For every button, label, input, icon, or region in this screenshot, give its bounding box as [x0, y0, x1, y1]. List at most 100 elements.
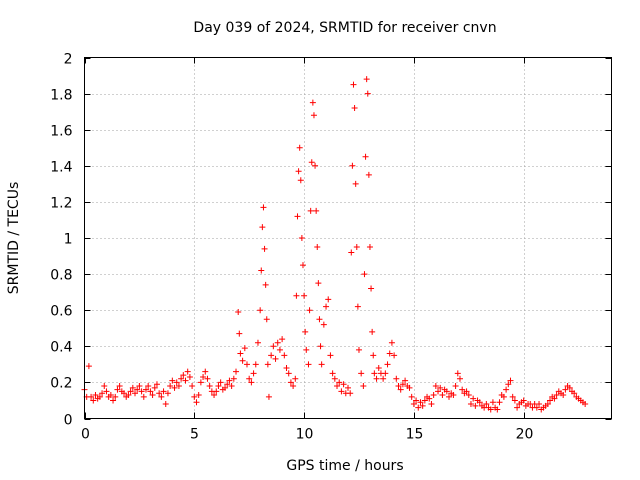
data-point	[303, 346, 310, 353]
data-point	[307, 207, 314, 214]
data-point	[136, 383, 143, 390]
data-point	[85, 363, 92, 370]
data-point	[305, 361, 312, 368]
data-point	[193, 399, 200, 406]
data-point	[421, 397, 428, 404]
data-point	[352, 180, 359, 187]
data-point	[272, 355, 279, 362]
grid-lines	[84, 57, 612, 419]
data-point	[571, 390, 578, 397]
data-point	[226, 377, 233, 384]
data-point	[239, 357, 246, 364]
data-point	[276, 346, 283, 353]
data-point	[487, 406, 494, 413]
data-point	[503, 386, 510, 393]
data-point	[467, 401, 474, 408]
y-tick-label: 1.8	[50, 88, 72, 104]
y-tick-label: 1.2	[50, 196, 72, 212]
data-point	[180, 372, 187, 379]
data-point	[472, 402, 479, 409]
y-tick-label: 1.6	[50, 124, 72, 140]
data-point	[151, 384, 158, 391]
data-point	[125, 392, 132, 399]
data-point	[446, 393, 453, 400]
data-point	[397, 386, 404, 393]
data-point	[386, 350, 393, 357]
data-point	[149, 392, 156, 399]
data-point	[283, 364, 290, 371]
data-point	[507, 377, 514, 384]
data-point	[96, 393, 103, 400]
data-point	[316, 316, 323, 323]
chart-title: Day 039 of 2024, SRMTID for receiver cnv…	[193, 20, 496, 36]
data-point	[402, 377, 409, 384]
data-point	[331, 375, 338, 382]
data-point	[338, 388, 345, 395]
data-point	[533, 404, 540, 411]
data-point	[318, 361, 325, 368]
data-point	[395, 383, 402, 390]
data-point	[511, 397, 518, 404]
data-point	[582, 401, 589, 408]
data-point	[443, 388, 450, 395]
data-point	[299, 262, 306, 269]
data-point	[127, 388, 134, 395]
data-point	[375, 364, 382, 371]
data-point	[317, 343, 324, 350]
data-point	[293, 292, 300, 299]
data-point	[483, 401, 490, 408]
data-point	[237, 350, 244, 357]
data-point	[432, 383, 439, 390]
data-point	[363, 76, 370, 83]
data-point	[158, 393, 165, 400]
data-point	[437, 384, 444, 391]
data-point	[323, 303, 330, 310]
data-point	[327, 352, 334, 359]
data-point	[213, 388, 220, 395]
data-point	[406, 384, 413, 391]
data-point	[463, 388, 470, 395]
data-point	[309, 99, 316, 106]
data-point	[243, 361, 250, 368]
y-tick-labels: 0 0.2 0.4 0.6 0.8 1 1.2 1.4 1.6 1.8 2	[50, 52, 72, 429]
data-point	[236, 330, 243, 337]
data-point	[560, 392, 567, 399]
data-point	[509, 393, 516, 400]
data-point	[259, 224, 266, 231]
data-point	[99, 390, 106, 397]
data-point	[114, 386, 121, 393]
data-point	[295, 168, 302, 175]
data-point	[235, 309, 242, 316]
data-point	[349, 162, 356, 169]
data-point	[308, 159, 315, 166]
x-tick-label: 20	[516, 427, 534, 443]
data-point	[371, 370, 378, 377]
data-point	[279, 336, 286, 343]
data-point	[393, 375, 400, 382]
data-point	[248, 379, 255, 386]
data-point	[184, 368, 191, 375]
data-point	[145, 383, 152, 390]
data-point	[419, 402, 426, 409]
data-point	[410, 401, 417, 408]
data-point	[153, 381, 160, 388]
data-point	[544, 401, 551, 408]
data-point	[536, 401, 543, 408]
data-point	[281, 352, 288, 359]
y-axis-title: SRMTID / TECUs	[6, 182, 22, 295]
data-point	[270, 343, 277, 350]
data-point	[103, 388, 110, 395]
data-point	[202, 368, 209, 375]
data-point	[206, 383, 213, 390]
data-point	[268, 352, 275, 359]
data-point	[252, 361, 259, 368]
data-point	[384, 361, 391, 368]
data-point	[258, 267, 265, 274]
data-point	[222, 384, 229, 391]
data-point	[312, 162, 319, 169]
data-point	[160, 388, 167, 395]
data-point	[314, 244, 321, 251]
data-point	[353, 244, 360, 251]
data-point	[500, 393, 507, 400]
data-point	[388, 339, 395, 346]
